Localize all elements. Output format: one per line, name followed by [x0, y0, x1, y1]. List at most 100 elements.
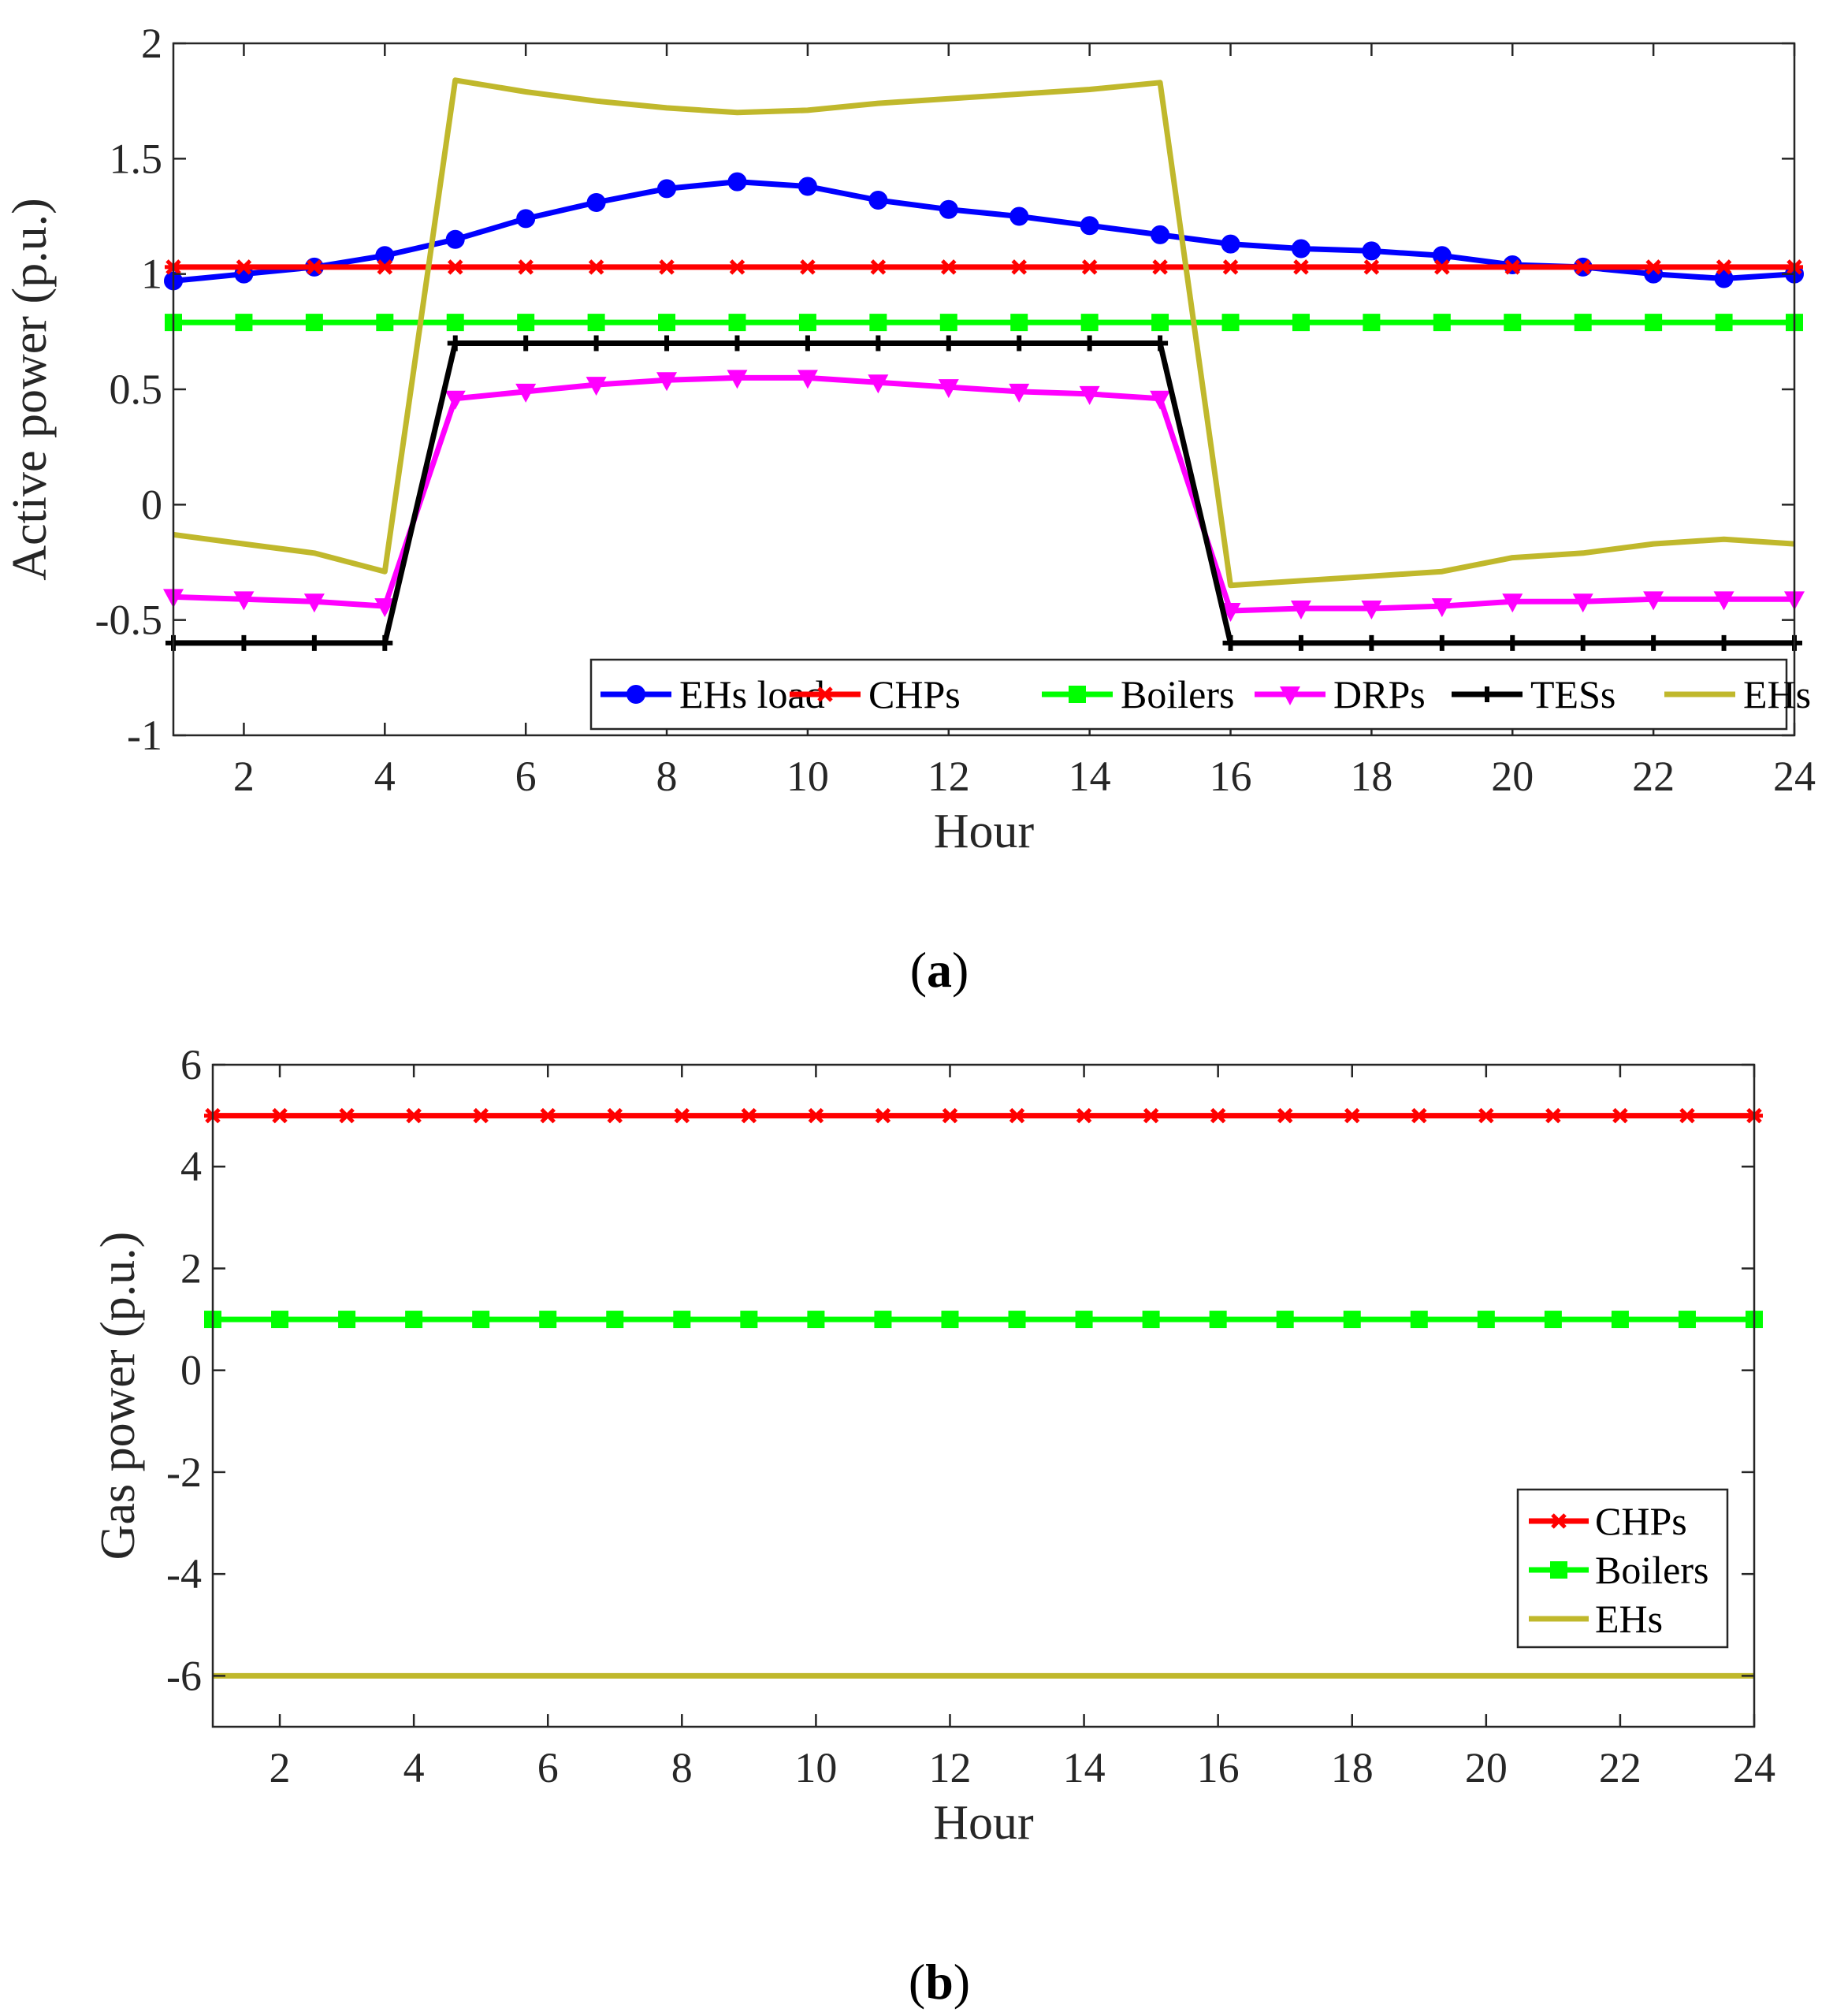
data-point-chps [1010, 259, 1028, 275]
data-point-boilers [1477, 1311, 1495, 1329]
x-tick-label: 14 [1069, 753, 1111, 800]
data-point-drps [938, 379, 959, 399]
legend-item-tess: TESs [1452, 672, 1615, 716]
data-point-chps [807, 1107, 825, 1124]
data-point-boilers [1504, 314, 1522, 332]
data-point-boilers [869, 314, 887, 332]
data-point-ehs-load [657, 179, 677, 199]
data-point-chps [869, 259, 887, 275]
data-point-tess [447, 335, 463, 351]
series-line-tess [173, 340, 1794, 646]
data-point-boilers [517, 314, 535, 332]
data-point-chps [798, 259, 816, 275]
chart-panel-a: 2 4 6 8 10 12 14 16 18 20 22 24-1-0.500.511.52HourA… [3, 20, 1816, 858]
data-point-chps [658, 259, 676, 275]
x-tick-label: 18 [1350, 753, 1392, 800]
legend-label: EHs [1595, 1597, 1663, 1641]
data-point-drps [797, 370, 818, 389]
data-point-ehs-load [1221, 234, 1240, 254]
data-point-drps [515, 383, 537, 403]
data-point-drps [656, 372, 678, 392]
data-point-tess [306, 634, 322, 651]
y-tick-label: 2 [180, 1244, 202, 1292]
data-point-ehs-load [727, 172, 747, 192]
legend-marker [1069, 686, 1086, 703]
data-point-chps [1504, 259, 1522, 275]
data-point-ehs-load [1714, 269, 1734, 288]
data-point-ehs-load [1362, 241, 1381, 261]
data-point-ehs-load [1291, 239, 1311, 259]
data-point-boilers [606, 1311, 624, 1329]
x-tick-label: 22 [1599, 1744, 1642, 1791]
data-point-drps [444, 390, 466, 410]
x-tick-label: 2 [270, 1744, 291, 1791]
legend-item-boilers: Boilers [1042, 672, 1234, 716]
y-tick-label: 0 [180, 1347, 202, 1394]
data-point-boilers [446, 314, 464, 332]
y-tick-label: 4 [180, 1143, 202, 1190]
data-point-chps [1645, 259, 1663, 275]
data-point-drps [1572, 593, 1593, 613]
data-point-tess [1011, 335, 1028, 351]
data-point-ehs-load [939, 199, 958, 219]
x-tick-label: 4 [374, 753, 396, 800]
data-point-boilers [1080, 314, 1099, 332]
y-tick-label: -6 [166, 1652, 202, 1699]
data-point-ehs-load [1432, 246, 1452, 266]
data-point-tess [799, 335, 816, 351]
data-point-chps [1574, 259, 1592, 275]
x-tick-label: 14 [1063, 1744, 1106, 1791]
data-point-boilers [1292, 314, 1310, 332]
data-point-chps [1611, 1107, 1629, 1124]
data-point-boilers [1645, 314, 1663, 332]
data-point-tess [659, 335, 675, 351]
data-point-chps [1544, 1107, 1562, 1124]
x-tick-label: 16 [1197, 1744, 1240, 1791]
legend-marker [1550, 1561, 1567, 1579]
legend-marker [1479, 686, 1495, 702]
data-point-boilers [405, 1311, 423, 1329]
data-point-chps [1080, 259, 1099, 275]
data-point-tess [518, 335, 534, 351]
data-point-ehs-load [445, 229, 465, 249]
x-tick-label: 4 [403, 1744, 425, 1791]
data-point-boilers [1276, 1311, 1294, 1329]
series-line-drps [173, 374, 1794, 614]
data-point-ehs-load [516, 209, 536, 229]
data-point-boilers [740, 1311, 758, 1329]
data-point-chps [1343, 1107, 1361, 1124]
y-tick-label: 1.5 [110, 135, 163, 182]
legend-item-chps: CHPs [790, 672, 961, 716]
data-point-tess [236, 634, 252, 651]
data-point-drps [233, 591, 255, 611]
y-axis-label: Gas power (p.u.) [91, 1232, 145, 1560]
x-tick-label: 24 [1773, 753, 1816, 800]
x-tick-label: 18 [1331, 1744, 1374, 1791]
legend-item-chps: CHPs [1529, 1499, 1687, 1543]
legend-item-ehs: EHs [1529, 1597, 1663, 1641]
data-point-tess [1292, 634, 1309, 651]
data-point-tess [1081, 335, 1098, 351]
data-point-boilers [235, 314, 253, 332]
data-point-drps [303, 593, 325, 613]
legend-marker [816, 686, 834, 702]
data-point-tess [1716, 634, 1732, 651]
data-point-ehs-load [1080, 216, 1099, 236]
x-tick-label: 8 [671, 1744, 693, 1791]
data-point-tess [729, 335, 745, 351]
data-point-chps [1209, 1107, 1227, 1124]
y-tick-label: 1 [141, 251, 162, 298]
data-point-chps [472, 1107, 490, 1124]
data-point-boilers [1221, 314, 1240, 332]
data-point-drps [1150, 390, 1171, 410]
data-point-boilers [1010, 314, 1028, 332]
legend-label: Boilers [1121, 672, 1234, 716]
data-point-chps [1221, 259, 1240, 275]
data-point-tess [1575, 634, 1591, 651]
legend: CHPs Boilers EHs [1516, 1488, 1729, 1649]
data-point-boilers [1151, 314, 1169, 332]
data-point-chps [1292, 259, 1310, 275]
data-point-boilers [1410, 1311, 1428, 1329]
